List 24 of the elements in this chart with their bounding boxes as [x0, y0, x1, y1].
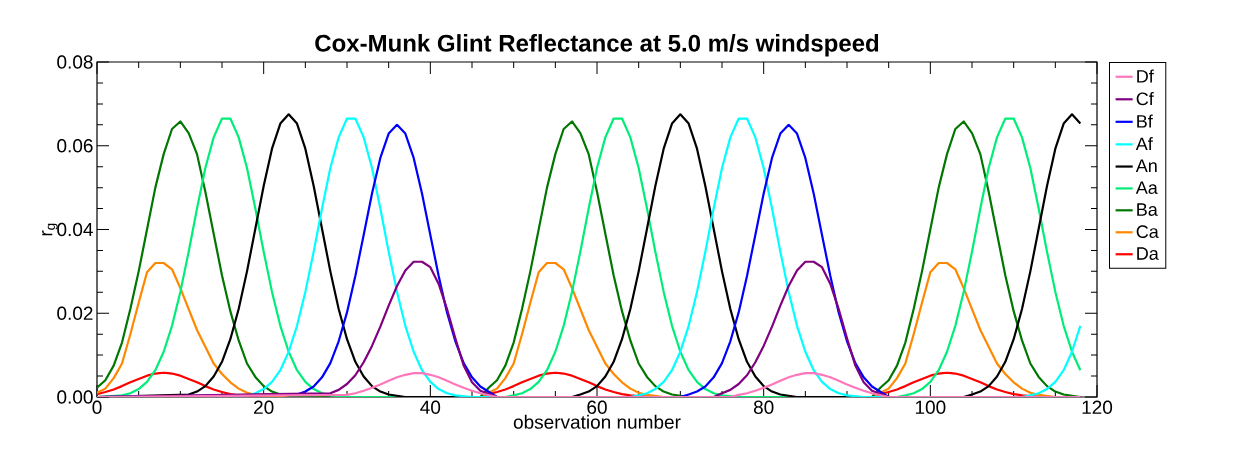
x-tick-label: 0	[92, 400, 102, 414]
chart-title: Cox-Munk Glint Reflectance at 5.0 m/s windspeed	[315, 34, 879, 57]
y-tick-label: 0.04	[57, 222, 93, 237]
legend-label: Aa	[1135, 181, 1158, 195]
legend-label: Ca	[1136, 225, 1159, 238]
x-tick-label: 120	[1082, 400, 1113, 414]
y-tick-label: 0.02	[57, 306, 93, 320]
x-tick-label: 40	[420, 400, 441, 414]
x-axis-title: observation number	[513, 414, 681, 429]
legend-label: Da	[1137, 247, 1159, 260]
y-tick-label: 0.06	[57, 139, 93, 153]
y-tick-label: 0.08	[57, 55, 93, 69]
y-axis-title: r$_{g}$	[42, 223, 58, 236]
legend-label: Af	[1135, 137, 1153, 151]
x-tick-label: 20	[254, 400, 274, 414]
x-tick-label: 100	[915, 400, 946, 414]
x-tick-label: 80	[753, 400, 774, 414]
y-tick-label: 0.00	[57, 390, 93, 404]
legend-label: Cf	[1136, 92, 1154, 106]
x-tick-label: 60	[587, 400, 607, 414]
legend-label: Ba	[1137, 203, 1158, 216]
legend-label: An	[1135, 159, 1157, 172]
legend-label: Bf	[1137, 114, 1153, 128]
legend-label: Df	[1137, 69, 1154, 83]
